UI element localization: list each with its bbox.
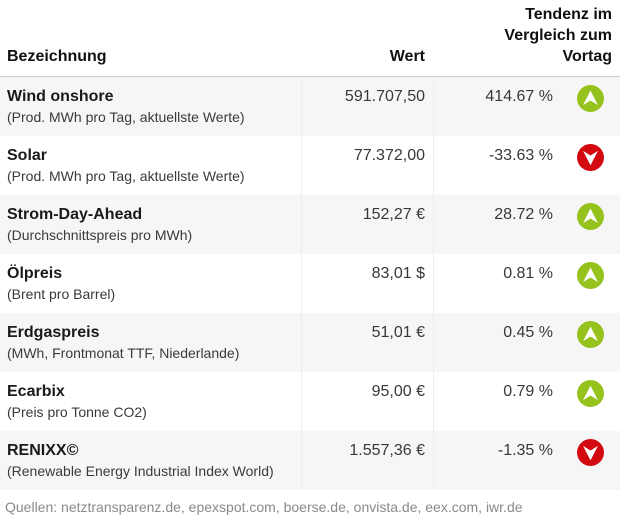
row-title: Erdgaspreis xyxy=(7,324,100,341)
row-trend-cell xyxy=(561,195,620,230)
row-name-cell: Ecarbix (Preis pro Tonne CO2) xyxy=(0,372,301,429)
trend-up-icon xyxy=(577,203,604,230)
row-trend-cell xyxy=(561,431,620,466)
row-value: 1.557,36 € xyxy=(301,431,433,490)
table-row: Strom-Day-Ahead (Durchschnittspreis pro … xyxy=(0,195,620,254)
row-name-cell: RENIXX© (Renewable Energy Industrial Ind… xyxy=(0,431,301,488)
row-change-percent: 414.67 % xyxy=(433,77,561,136)
row-value: 591.707,50 xyxy=(301,77,433,136)
column-header-bezeichnung: Bezeichnung xyxy=(7,48,107,65)
row-subtitle: (Durchschnittspreis pro MWh) xyxy=(7,227,193,243)
trend-up-icon xyxy=(577,380,604,407)
row-name-cell: Ölpreis (Brent pro Barrel) xyxy=(0,254,301,311)
column-header-tendenz: Tendenz im Vergleich zum Vortag xyxy=(433,4,620,67)
row-trend-cell xyxy=(561,77,620,112)
table-row: Wind onshore (Prod. MWh pro Tag, aktuell… xyxy=(0,77,620,136)
row-subtitle: (Prod. MWh pro Tag, aktuellste Werte) xyxy=(7,109,245,125)
row-subtitle: (Renewable Energy Industrial Index World… xyxy=(7,463,274,479)
row-value: 77.372,00 xyxy=(301,136,433,195)
column-header-wert: Wert xyxy=(389,48,425,65)
column-header-tendenz-label: Tendenz im Vergleich zum Vortag xyxy=(504,6,612,65)
row-title: RENIXX© xyxy=(7,442,79,459)
row-change-percent: 0.81 % xyxy=(433,254,561,313)
row-value: 51,01 € xyxy=(301,313,433,372)
table-header-row: Bezeichnung Wert Tendenz im Vergleich zu… xyxy=(0,0,620,77)
trend-up-icon xyxy=(577,262,604,289)
table-row: Erdgaspreis (MWh, Frontmonat TTF, Nieder… xyxy=(0,313,620,372)
row-subtitle: (MWh, Frontmonat TTF, Niederlande) xyxy=(7,345,240,361)
row-value: 95,00 € xyxy=(301,372,433,431)
row-title: Wind onshore xyxy=(7,88,114,105)
row-change-percent: 28.72 % xyxy=(433,195,561,254)
row-change-percent: 0.79 % xyxy=(433,372,561,431)
row-name-cell: Erdgaspreis (MWh, Frontmonat TTF, Nieder… xyxy=(0,313,301,370)
row-value: 83,01 $ xyxy=(301,254,433,313)
row-trend-cell xyxy=(561,254,620,289)
table-row: RENIXX© (Renewable Energy Industrial Ind… xyxy=(0,431,620,490)
row-change-percent: 0.45 % xyxy=(433,313,561,372)
row-change-percent: -1.35 % xyxy=(433,431,561,490)
table-row: Solar (Prod. MWh pro Tag, aktuellste Wer… xyxy=(0,136,620,195)
trend-up-icon xyxy=(577,85,604,112)
row-title: Ecarbix xyxy=(7,383,65,400)
energy-data-table: Bezeichnung Wert Tendenz im Vergleich zu… xyxy=(0,0,620,490)
row-name-cell: Strom-Day-Ahead (Durchschnittspreis pro … xyxy=(0,195,301,252)
row-title: Solar xyxy=(7,147,48,164)
trend-down-icon xyxy=(577,439,604,466)
table-row: Ecarbix (Preis pro Tonne CO2) 95,00 € 0.… xyxy=(0,372,620,431)
row-subtitle: (Brent pro Barrel) xyxy=(7,286,116,302)
row-title: Ölpreis xyxy=(7,265,63,282)
row-title: Strom-Day-Ahead xyxy=(7,206,143,223)
row-subtitle: (Preis pro Tonne CO2) xyxy=(7,404,147,420)
trend-down-icon xyxy=(577,144,604,171)
table-body: Wind onshore (Prod. MWh pro Tag, aktuell… xyxy=(0,77,620,490)
row-change-percent: -33.63 % xyxy=(433,136,561,195)
row-trend-cell xyxy=(561,372,620,407)
table-row: Ölpreis (Brent pro Barrel) 83,01 $ 0.81 … xyxy=(0,254,620,313)
sources-text: Quellen: netztransparenz.de, epexspot.co… xyxy=(5,499,523,515)
row-trend-cell xyxy=(561,313,620,348)
row-name-cell: Solar (Prod. MWh pro Tag, aktuellste Wer… xyxy=(0,136,301,193)
row-subtitle: (Prod. MWh pro Tag, aktuellste Werte) xyxy=(7,168,245,184)
trend-up-icon xyxy=(577,321,604,348)
row-value: 152,27 € xyxy=(301,195,433,254)
row-name-cell: Wind onshore (Prod. MWh pro Tag, aktuell… xyxy=(0,77,301,134)
row-trend-cell xyxy=(561,136,620,171)
